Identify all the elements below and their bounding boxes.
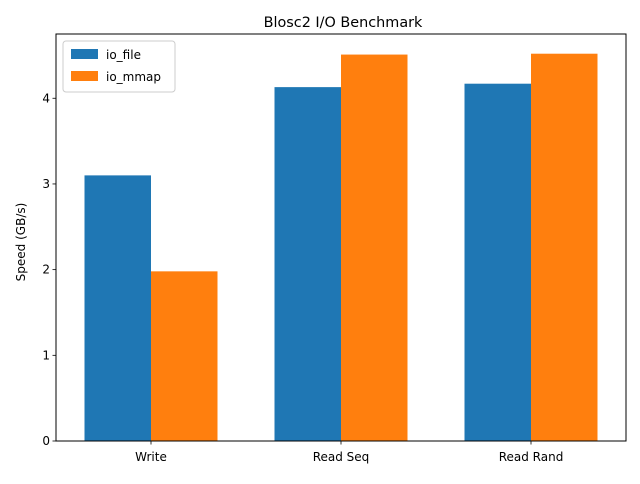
chart-title: Blosc2 I/O Benchmark bbox=[264, 15, 423, 31]
bar-io_mmap-read-rand bbox=[531, 53, 598, 441]
y-axis-label: Speed (GB/s) bbox=[14, 203, 28, 282]
y-tick-label: 3 bbox=[42, 177, 50, 191]
y-tick-label: 1 bbox=[42, 348, 50, 362]
y-axis: 0 1 2 3 4 bbox=[42, 91, 56, 448]
y-tick-label: 4 bbox=[42, 91, 50, 105]
legend-swatch-io_mmap bbox=[71, 71, 98, 81]
bars-layer bbox=[84, 53, 598, 442]
y-tick-label: 0 bbox=[42, 434, 50, 448]
x-tick-label: Read Rand bbox=[499, 450, 564, 464]
legend-label-io_mmap: io_mmap bbox=[106, 70, 161, 84]
bar-io_file-read-rand bbox=[464, 83, 531, 441]
bar-io_mmap-write bbox=[151, 271, 218, 441]
x-tick-label: Write bbox=[135, 450, 167, 464]
bar-io_file-read-seq bbox=[274, 87, 341, 442]
legend: io_file io_mmap bbox=[62, 40, 176, 93]
y-tick-label: 2 bbox=[42, 263, 50, 277]
bar-io_file-write bbox=[84, 175, 151, 441]
legend-label-io_file: io_file bbox=[106, 48, 141, 62]
x-axis: Write Read Seq Read Rand bbox=[135, 441, 563, 464]
legend-swatch-io_file bbox=[71, 49, 98, 59]
x-tick-label: Read Seq bbox=[313, 450, 370, 464]
bar-io_mmap-read-seq bbox=[341, 54, 408, 441]
